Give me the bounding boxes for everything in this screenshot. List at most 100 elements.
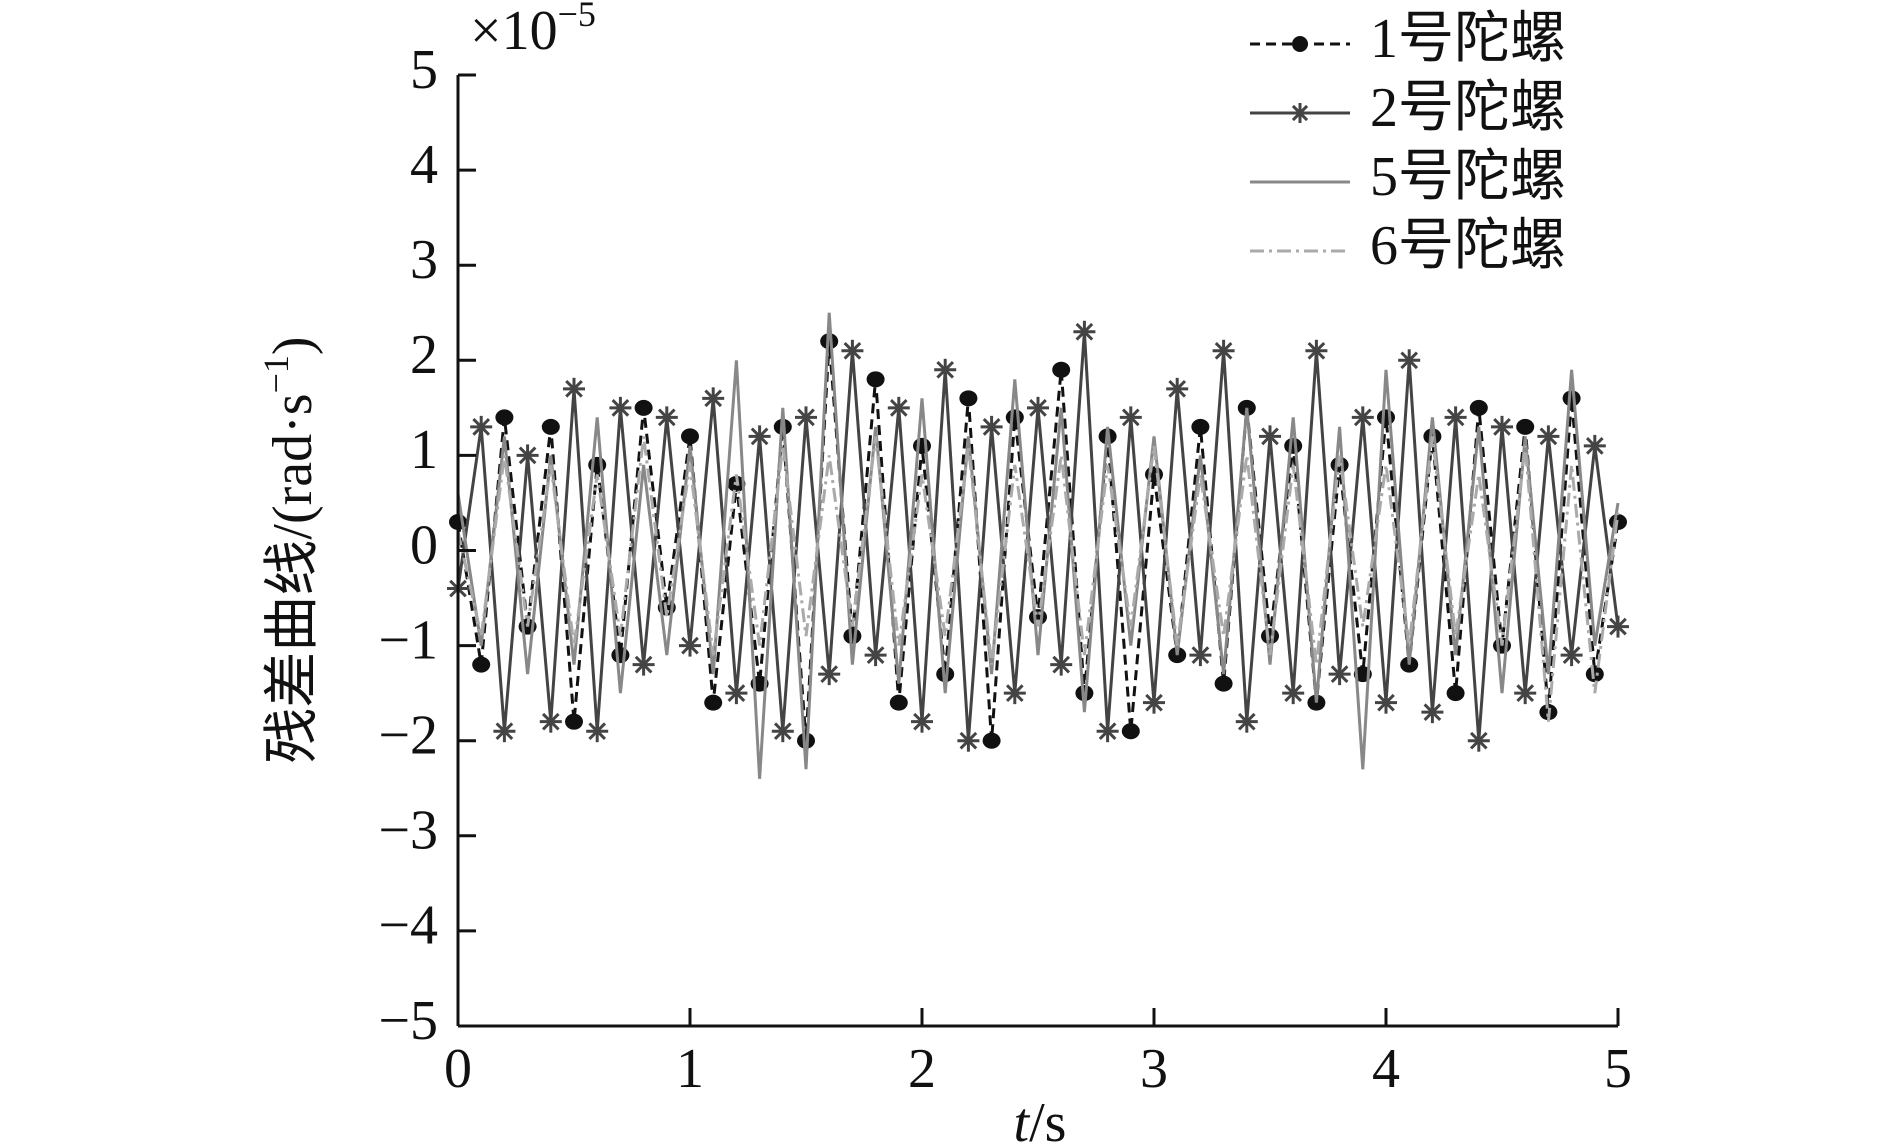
y-tick-label: 3 bbox=[410, 229, 438, 291]
marker-star-stroke bbox=[1562, 646, 1581, 664]
marker-star-stroke bbox=[727, 684, 746, 702]
marker-star bbox=[493, 720, 516, 743]
marker-dot bbox=[1005, 409, 1024, 426]
marker-dot bbox=[681, 428, 699, 445]
legend-marker-stroke bbox=[1291, 104, 1309, 122]
x-tick-label: 0 bbox=[444, 1038, 472, 1100]
marker-star bbox=[632, 653, 655, 676]
marker-star-stroke bbox=[1261, 427, 1279, 446]
y-tick-label: −1 bbox=[378, 609, 438, 671]
marker-star bbox=[1398, 349, 1421, 372]
marker-star-stroke bbox=[1237, 712, 1256, 731]
marker-star bbox=[911, 710, 933, 733]
marker-star bbox=[539, 710, 562, 733]
marker-star bbox=[1096, 720, 1119, 743]
marker-star bbox=[1003, 682, 1026, 705]
legend-marker bbox=[1290, 103, 1310, 123]
marker-star bbox=[934, 358, 957, 381]
legend-label: 5号陀螺 bbox=[1370, 146, 1566, 208]
marker-star-stroke bbox=[982, 418, 1001, 436]
marker-star bbox=[1351, 406, 1374, 429]
x-label-unit: /s bbox=[1029, 1092, 1066, 1147]
marker-star-stroke bbox=[1145, 693, 1163, 712]
y-tick-label: 2 bbox=[410, 324, 438, 386]
marker-star bbox=[516, 444, 539, 467]
marker-star-stroke bbox=[797, 408, 815, 427]
marker-star bbox=[1305, 339, 1328, 362]
y-label-text: 残差曲线/(rad·s bbox=[262, 393, 324, 763]
y-tick-label: 0 bbox=[410, 514, 438, 576]
x-tick-label: 3 bbox=[1140, 1038, 1168, 1100]
marker-star bbox=[887, 396, 910, 419]
y-axis-label: 残差曲线/(rad·s−1) bbox=[256, 336, 324, 763]
marker-dot bbox=[1121, 723, 1140, 740]
marker-star-stroke bbox=[1469, 731, 1488, 750]
marker-dot bbox=[1214, 675, 1233, 692]
marker-star bbox=[1282, 682, 1305, 705]
marker-star-stroke bbox=[889, 399, 908, 417]
marker-star-stroke bbox=[1168, 379, 1187, 398]
y-tick-label: −3 bbox=[378, 800, 438, 862]
multiplier-base: ×10 bbox=[470, 0, 558, 62]
marker-star bbox=[1328, 663, 1351, 686]
marker-star-stroke bbox=[681, 636, 699, 655]
marker-star bbox=[1119, 406, 1142, 429]
marker-star-stroke bbox=[518, 446, 537, 465]
marker-dot bbox=[1469, 399, 1488, 416]
marker-star-stroke bbox=[1284, 684, 1303, 702]
x-tick-label: 4 bbox=[1372, 1038, 1400, 1100]
y-tick-label: −5 bbox=[378, 990, 438, 1052]
marker-star bbox=[1050, 653, 1073, 676]
marker-star bbox=[1027, 396, 1049, 419]
marker-star bbox=[1514, 682, 1537, 705]
legend-label: 6号陀螺 bbox=[1370, 215, 1566, 277]
marker-star-stroke bbox=[750, 427, 769, 446]
marker-star-stroke bbox=[1307, 341, 1326, 360]
marker-star-stroke bbox=[495, 722, 514, 741]
legend-label: 1号陀螺 bbox=[1370, 8, 1566, 70]
marker-star-stroke bbox=[1214, 341, 1233, 360]
marker-star bbox=[679, 634, 701, 657]
x-tick-label: 2 bbox=[908, 1038, 936, 1100]
marker-star-stroke bbox=[1585, 437, 1604, 455]
x-tick-label: 5 bbox=[1604, 1038, 1632, 1100]
marker-star-stroke bbox=[1052, 655, 1071, 674]
marker-star-stroke bbox=[773, 722, 792, 741]
marker-dot bbox=[565, 713, 583, 730]
series bbox=[447, 320, 1629, 752]
y-label-close: ) bbox=[262, 336, 324, 355]
marker-dot bbox=[843, 628, 862, 645]
marker-star-stroke bbox=[936, 360, 955, 379]
marker-star bbox=[1073, 320, 1096, 343]
marker-star bbox=[980, 415, 1003, 438]
marker-star bbox=[1607, 615, 1629, 638]
marker-star bbox=[1467, 729, 1490, 752]
marker-dot bbox=[1284, 437, 1303, 454]
marker-star-stroke bbox=[866, 646, 885, 664]
marker-star bbox=[609, 396, 632, 419]
marker-star-stroke bbox=[704, 389, 723, 408]
marker-star bbox=[795, 406, 817, 429]
marker-dot bbox=[704, 694, 723, 711]
marker-dot bbox=[1516, 418, 1535, 435]
marker-dot bbox=[1052, 361, 1071, 378]
marker-dot bbox=[1585, 666, 1604, 683]
marker-dot bbox=[1446, 685, 1465, 702]
marker-dot bbox=[541, 418, 560, 435]
plot-area bbox=[447, 312, 1629, 779]
marker-star bbox=[1189, 644, 1212, 667]
marker-star bbox=[841, 339, 864, 362]
marker-star-stroke bbox=[1423, 703, 1442, 722]
y-tick-label: −4 bbox=[378, 895, 438, 957]
marker-star bbox=[655, 406, 678, 429]
marker-star-stroke bbox=[1609, 617, 1627, 636]
marker-star bbox=[1259, 425, 1281, 448]
marker-star-stroke bbox=[541, 712, 560, 731]
marker-star-stroke bbox=[634, 655, 653, 674]
series bbox=[449, 333, 1627, 749]
marker-star-stroke bbox=[843, 341, 862, 360]
marker-dot bbox=[634, 399, 653, 416]
marker-star bbox=[1444, 406, 1467, 429]
marker-star-stroke bbox=[1029, 399, 1047, 417]
